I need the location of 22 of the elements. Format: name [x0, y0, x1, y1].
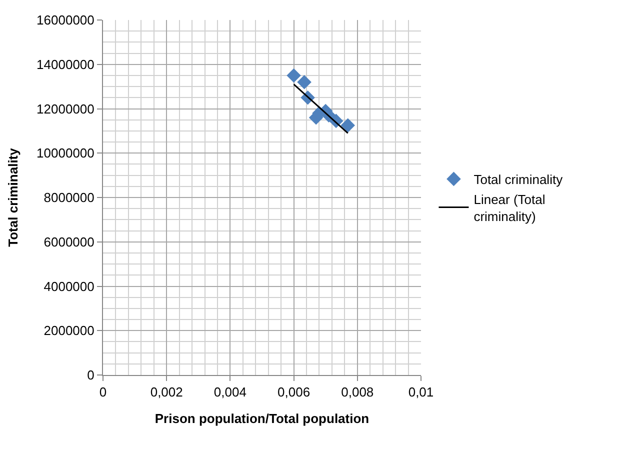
y-tick-label: 12000000 — [36, 101, 94, 116]
y-axis-title: Total criminality — [6, 147, 21, 247]
y-tick-label: 14000000 — [36, 56, 94, 72]
y-tick-label: 4000000 — [44, 278, 94, 294]
point — [297, 74, 312, 90]
y-tick-label: 2000000 — [44, 323, 94, 338]
point — [340, 118, 356, 133]
y-tick-label: 10000000 — [36, 146, 94, 161]
y-tick-label: 8000000 — [44, 190, 94, 206]
x-tick-label: 0,006 — [278, 384, 310, 400]
y-tick-label: 6000000 — [44, 234, 94, 250]
x-axis-title: Prison population/Total population — [154, 411, 370, 426]
y-tick-label: 0 — [87, 368, 94, 383]
x-tick-label: 0 — [99, 384, 107, 400]
y-tick-label: 16000000 — [36, 12, 94, 28]
x-tick-label: 0,008 — [341, 384, 374, 400]
x-tick-label: 0,004 — [214, 384, 246, 400]
legend-label: Linear (Total criminality) — [474, 192, 546, 224]
x-tick-label: 0,01 — [408, 384, 434, 400]
x-tick-label: 0,002 — [150, 384, 183, 400]
point — [286, 68, 301, 83]
legend-label: Total criminality — [474, 172, 564, 188]
